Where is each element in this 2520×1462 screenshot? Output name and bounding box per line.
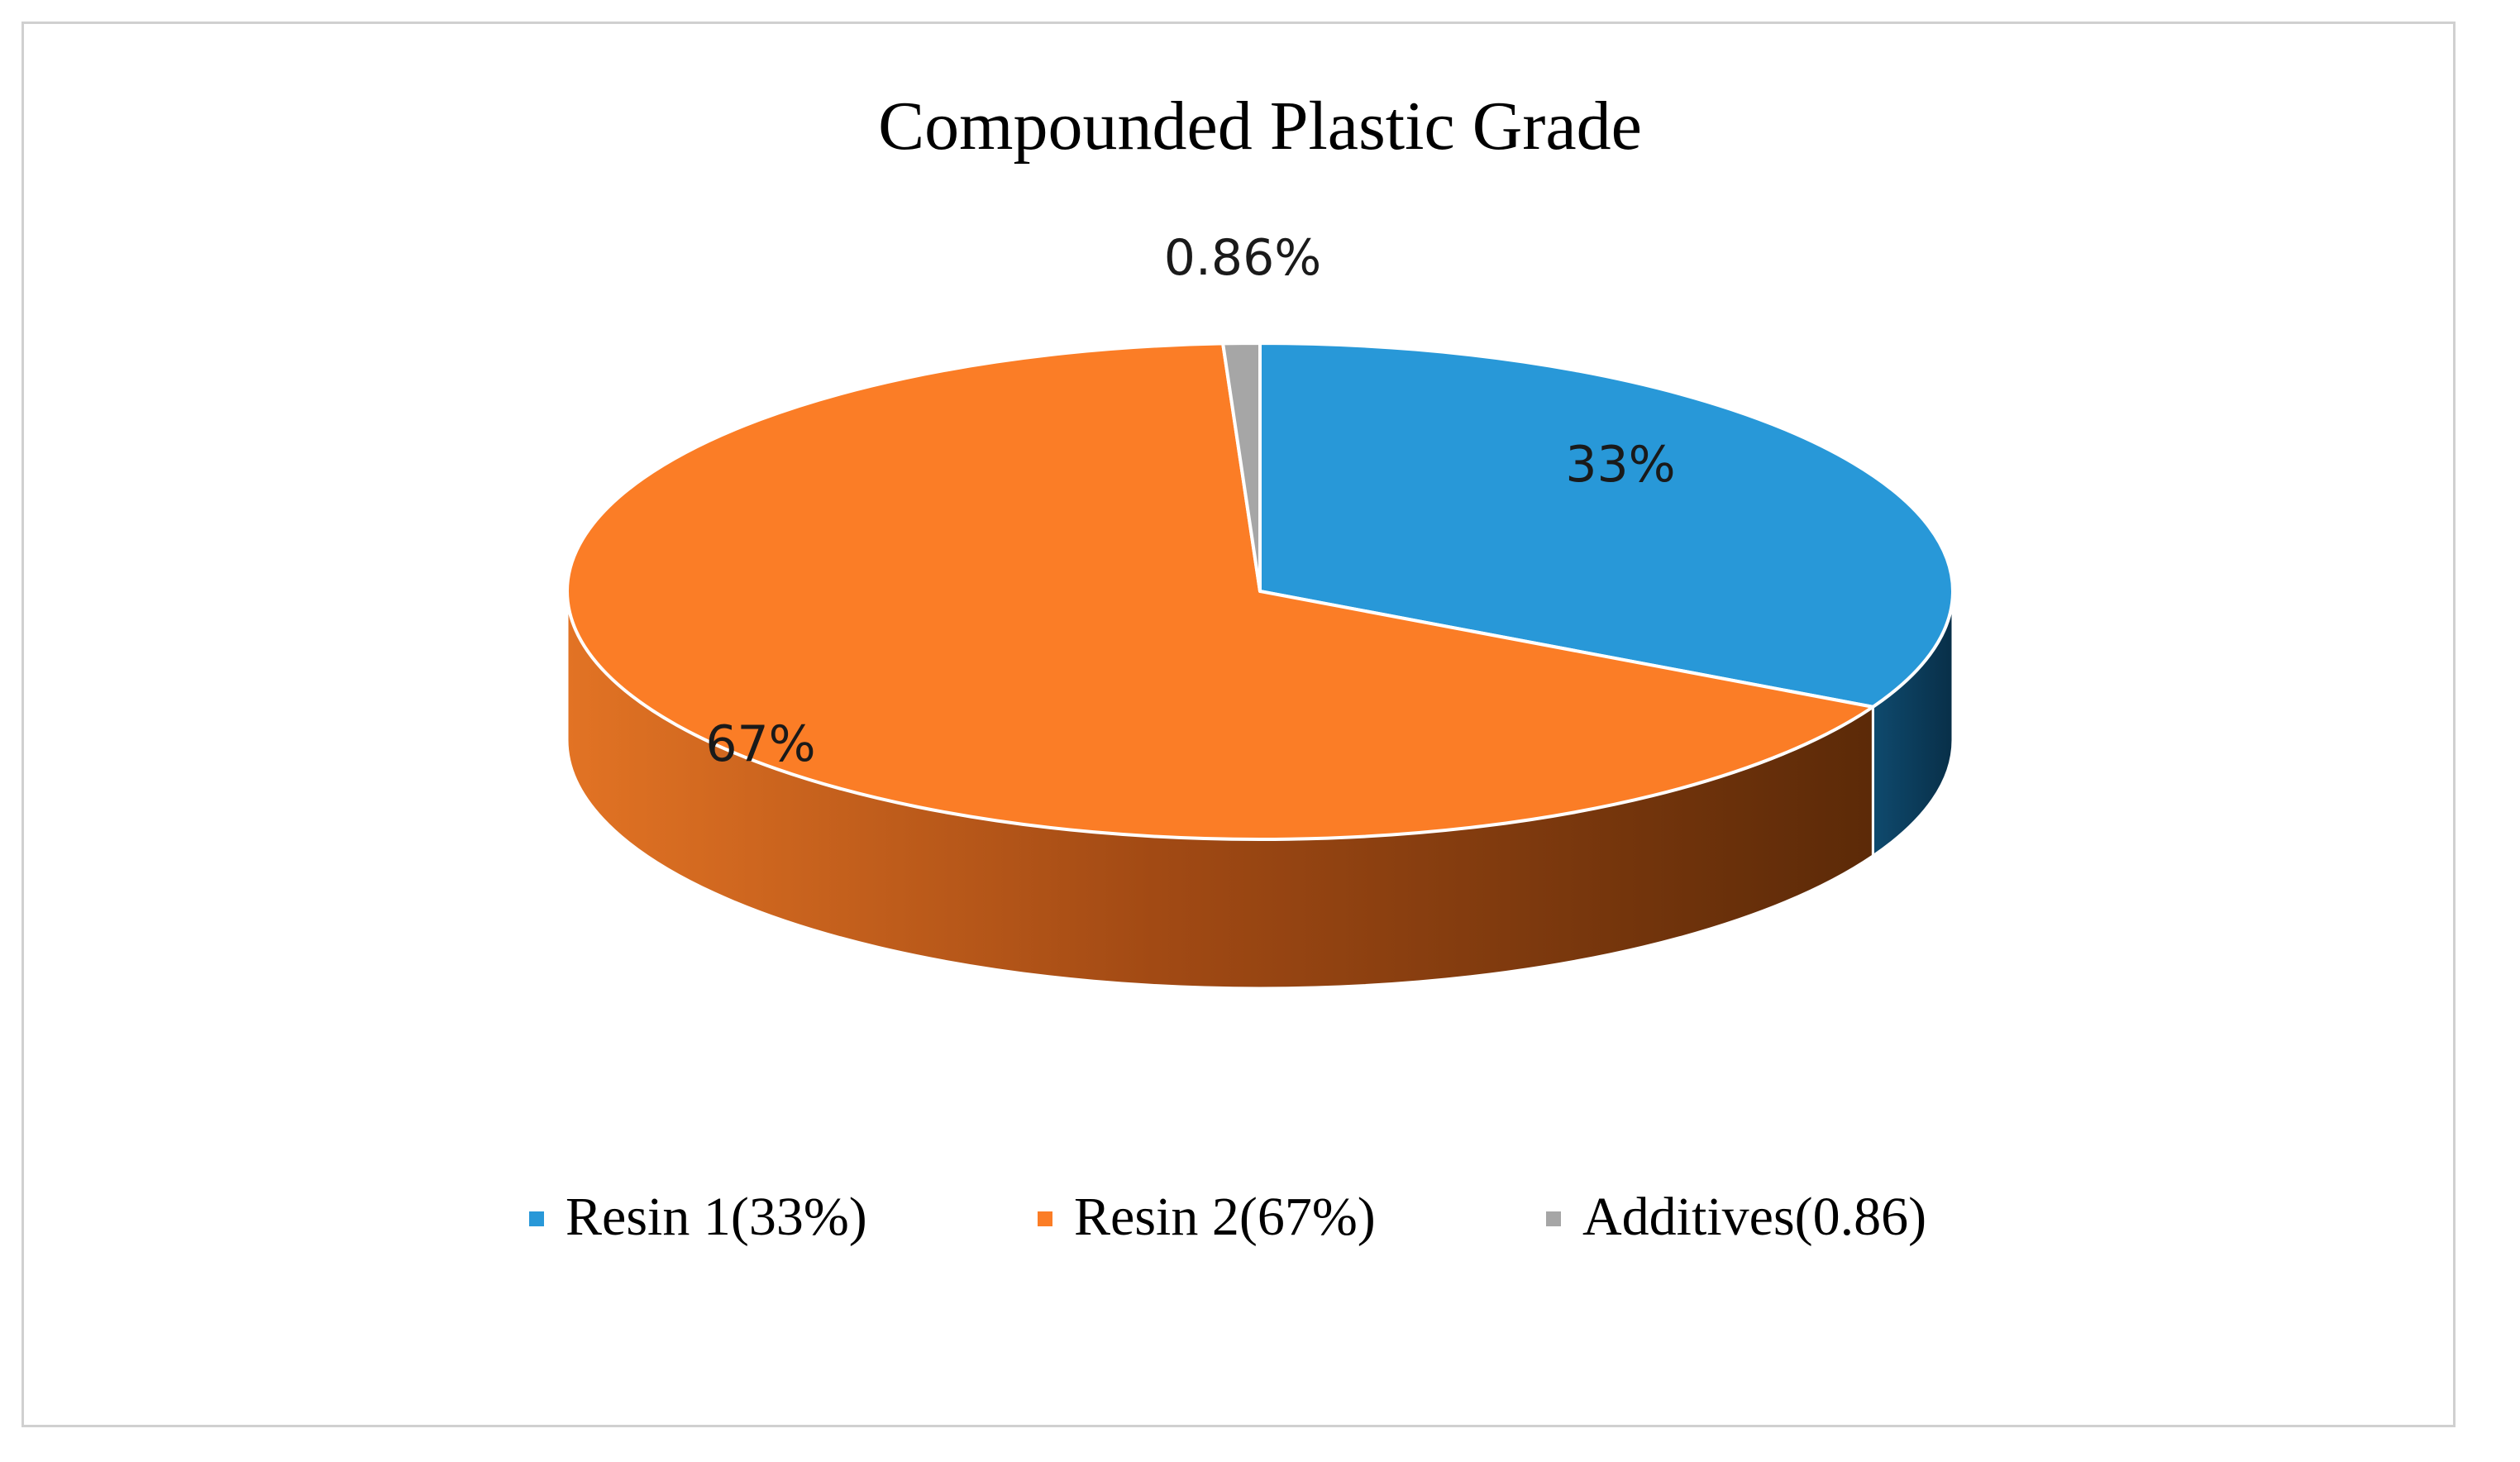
pie-labels: 33% 67% 0.86% xyxy=(705,229,1675,773)
legend-item-1: Resin 1(33%) xyxy=(529,1187,867,1247)
legend-swatch-3 xyxy=(1546,1211,1561,1226)
legend-label-2: Resin 2(67%) xyxy=(1074,1187,1376,1247)
legend-label-1: Resin 1(33%) xyxy=(566,1187,867,1247)
data-label-1: 33% xyxy=(1565,436,1675,494)
pie-slice-2 xyxy=(566,342,1875,841)
legend-label-3: Additives(0.86) xyxy=(1582,1187,1926,1247)
pie-sides xyxy=(566,590,1954,990)
legend-item-2: Resin 2(67%) xyxy=(1038,1187,1376,1247)
chart-title: Compounded Plastic Grade xyxy=(878,88,1642,165)
data-label-2: 67% xyxy=(705,715,815,773)
legend-swatch-1 xyxy=(529,1211,544,1226)
pie-slice-3 xyxy=(1221,342,1262,593)
legend-swatch-2 xyxy=(1038,1211,1052,1226)
legend-item-3: Additives(0.86) xyxy=(1546,1187,1926,1247)
legend: Resin 1(33%) Resin 2(67%) Additives(0.86) xyxy=(529,1187,1926,1247)
pie-slice-1 xyxy=(1258,342,1955,709)
pie-tops xyxy=(566,342,1955,841)
data-label-3: 0.86% xyxy=(1164,229,1322,287)
